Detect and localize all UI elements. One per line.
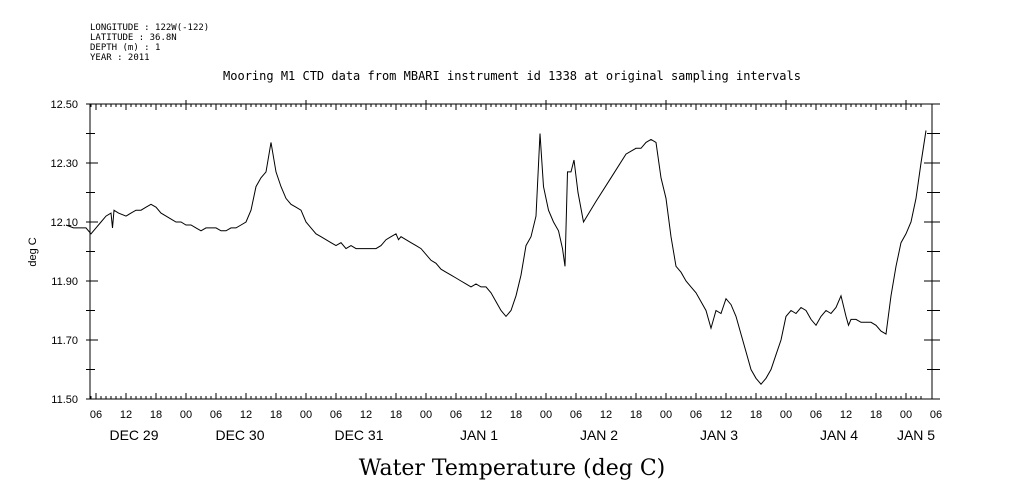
- meta-depth: DEPTH (m) : 1: [90, 43, 160, 53]
- x-hour-label: 06: [690, 409, 702, 421]
- x-hour-label: 12: [480, 409, 492, 421]
- x-day-label: JAN 2: [580, 427, 618, 443]
- x-hour-label: 00: [780, 409, 792, 421]
- x-day-label: DEC 29: [109, 427, 158, 443]
- x-hour-label: 18: [150, 409, 162, 421]
- x-day-label: JAN 4: [820, 427, 858, 443]
- x-hour-label: 12: [240, 409, 252, 421]
- y-tick-label: 11.50: [51, 394, 78, 406]
- x-axis: 06 12 18 00 06 12 18 00 06 12 18 00 06 12 18 00 06 12 18 00…: [90, 409, 942, 443]
- y-tick-label: 12.30: [50, 158, 78, 170]
- x-hour-label: 12: [120, 409, 132, 421]
- x-hour-label: 18: [270, 409, 282, 421]
- y-tick-label: 11.90: [51, 276, 78, 288]
- x-hour-label: 00: [540, 409, 552, 421]
- x-hour-label: 18: [510, 409, 522, 421]
- x-hour-label: 06: [810, 409, 822, 421]
- x-hour-label: 12: [600, 409, 612, 421]
- x-axis-title: Water Temperature (deg C): [359, 456, 666, 481]
- x-hour-label: 12: [720, 409, 732, 421]
- x-hour-label: 06: [90, 409, 102, 421]
- x-hour-label: 00: [660, 409, 672, 421]
- x-hour-label: 18: [390, 409, 402, 421]
- x-day-label: DEC 30: [215, 427, 264, 443]
- meta-year: YEAR : 2011: [90, 53, 150, 63]
- meta-longitude: LONGITUDE : 122W(-122): [90, 23, 209, 33]
- x-day-label: JAN 1: [460, 427, 498, 443]
- x-hour-label: 18: [750, 409, 762, 421]
- x-hour-label: 00: [300, 409, 312, 421]
- x-hour-label: 12: [360, 409, 372, 421]
- x-hour-label: 06: [930, 409, 942, 421]
- y-axis: 11.50 11.70 11.90 12.10 12.30 12.50: [50, 99, 940, 406]
- x-hour-label: 06: [450, 409, 462, 421]
- x-hour-label: 06: [210, 409, 222, 421]
- series-line: [65, 130, 927, 385]
- x-hour-label: 12: [840, 409, 852, 421]
- x-hour-label: 06: [330, 409, 342, 421]
- x-day-label: DEC 31: [334, 427, 383, 443]
- x-day-label: JAN 5: [897, 427, 935, 443]
- x-hour-label: 00: [900, 409, 912, 421]
- y-tick-label: 12.50: [50, 99, 78, 111]
- y-axis-label: deg C: [27, 237, 39, 266]
- minor-ticks: [90, 100, 922, 399]
- x-hour-label: 00: [420, 409, 432, 421]
- plot-frame: [89, 103, 933, 400]
- chart-title: Mooring M1 CTD data from MBARI instrumen…: [223, 69, 801, 83]
- x-day-label: JAN 3: [700, 427, 738, 443]
- y-tick-label: 12.10: [50, 217, 78, 229]
- y-tick-label: 11.70: [51, 335, 78, 347]
- x-hour-label: 00: [180, 409, 192, 421]
- x-hour-label: 06: [570, 409, 582, 421]
- x-hour-label: 18: [870, 409, 882, 421]
- meta-latitude: LATITUDE : 36.8N: [90, 33, 177, 43]
- x-hour-label: 18: [630, 409, 642, 421]
